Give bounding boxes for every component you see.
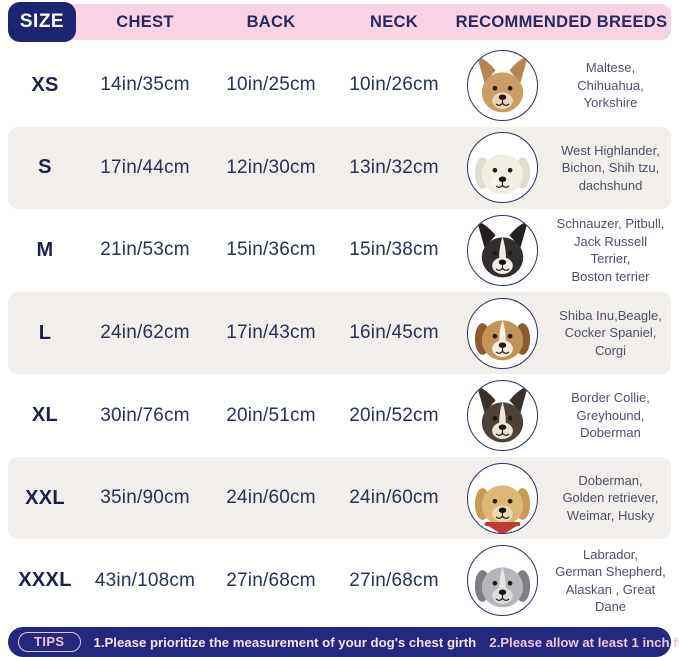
header-bar [8,4,671,40]
chest-value: 17in/44cm [100,156,190,178]
chest-value: 21in/53cm [100,239,190,261]
neck-value: 13in/32cm [349,156,439,178]
size-label: XXL [25,486,65,509]
bichon-icon [466,132,538,204]
breeds-list: Schnauzer, Pitbull, Jack Russell Terrier… [556,216,665,284]
column-header-back: BACK [246,12,296,31]
breeds-list: West Highlander, Bichon, Shih tzu, dachs… [561,142,660,193]
column-header-chest: CHEST [116,12,174,31]
back-value: 10in/25cm [226,74,316,96]
chihuahua-icon [466,49,538,121]
size-row-l: L 24in/62cm 17in/43cm 16in/45cm Shiba In… [8,291,671,375]
tip-2-text: 2.Please allow at least 1 inch for dog's… [489,634,679,650]
breeds-list: Maltese, Chihuahua, Yorkshire [577,59,644,111]
breeds-list: Border Collie, Greyhound, Doberman [571,390,650,441]
neck-value: 24in/60cm [349,487,439,509]
size-table-body: XS 14in/35cm 10in/25cm 10in/26cm Maltese… [8,44,671,622]
neck-value: 15in/38cm [349,239,439,261]
size-row-xs: XS 14in/35cm 10in/25cm 10in/26cm Maltese… [8,44,671,127]
beagle-icon [466,297,538,369]
tip-1-text: 1.Please prioritize the measurement of y… [93,634,477,650]
back-value: 17in/43cm [226,322,316,344]
back-value: 20in/51cm [226,404,316,426]
size-row-s: S 17in/44cm 12in/30cm 13in/32cm West Hig… [8,126,671,210]
size-label: XS [31,73,59,96]
breeds-list: Doberman, Golden retriever, Weimar, Husk… [562,472,659,523]
border-collie-icon [466,380,538,452]
size-label: L [38,321,52,344]
breeds-list: Shiba Inu,Beagle, Cocker Spaniel, Corgi [559,307,662,358]
tips-badge: TIPS [18,632,81,652]
neck-value: 16in/45cm [349,322,439,344]
chest-value: 35in/90cm [100,487,190,509]
tips-bar: TIPS 1.Please prioritize the measurement… [8,627,679,657]
chest-value: 14in/35cm [100,74,190,96]
neck-value: 27in/68cm [349,569,439,591]
header-grid: SIZE CHEST BACK NECK RECOMMENDED BREEDS [8,0,671,44]
size-row-m: M 21in/53cm 15in/36cm 15in/38cm Schnauze… [8,209,671,292]
size-row-xl: XL 30in/76cm 20in/51cm 20in/52cm Border … [8,374,671,457]
table-header: SIZE CHEST BACK NECK RECOMMENDED BREEDS [8,0,671,44]
golden-retriever-icon [466,462,538,534]
neck-value: 20in/52cm [349,404,439,426]
size-row-xxl: XXL 35in/90cm 24in/60cm 24in/60cm Doberm… [8,456,671,540]
size-label: XXXL [18,569,72,592]
size-row-xxxl: XXXL 43in/108cm 27in/68cm 27in/68cm Labr… [8,539,671,622]
breeds-list: Labrador, German Shepherd, Alaskan , Gre… [555,546,666,615]
chest-value: 30in/76cm [100,404,190,426]
back-value: 15in/36cm [226,239,316,261]
back-value: 27in/68cm [226,569,316,591]
neck-value: 10in/26cm [349,74,439,96]
chest-value: 43in/108cm [94,569,196,591]
column-header-neck: NECK [370,12,418,31]
column-header-breeds: RECOMMENDED BREEDS [455,12,668,31]
back-value: 12in/30cm [226,156,316,178]
size-label: S [38,156,52,179]
size-header-badge: SIZE [8,2,76,42]
size-label: XL [31,404,59,427]
size-label: M [36,238,54,261]
boston-terrier-icon [466,214,538,286]
back-value: 24in/60cm [226,487,316,509]
chest-value: 24in/62cm [100,322,190,344]
great-dane-icon [466,545,538,617]
